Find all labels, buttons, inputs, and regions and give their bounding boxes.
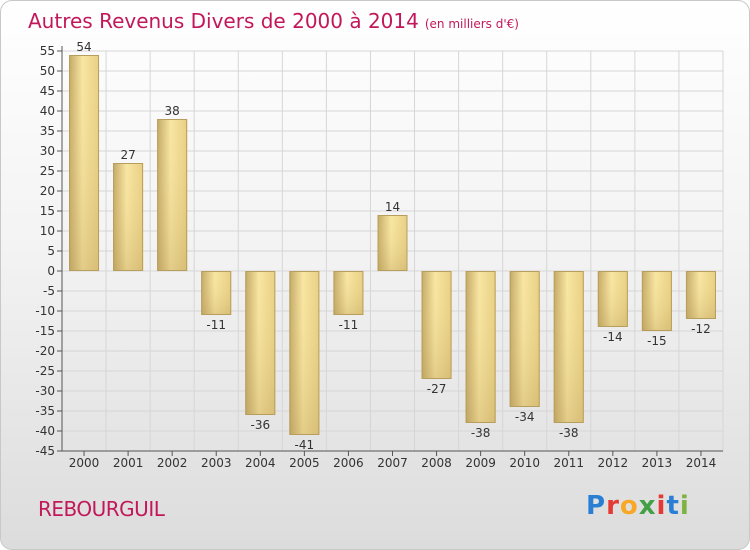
bar-outline <box>113 163 144 271</box>
logo-letter: P <box>586 491 607 521</box>
data-label: -27 <box>427 382 447 396</box>
bar-outline <box>69 55 100 271</box>
x-tick-label: 2007 <box>377 456 408 470</box>
data-label: -34 <box>515 410 535 424</box>
data-label: 54 <box>76 40 91 54</box>
bar-outline <box>421 271 452 379</box>
bar-shade <box>553 271 584 423</box>
y-tick-label: 0 <box>47 264 55 278</box>
bar-shade <box>333 271 364 315</box>
logo-letter: t <box>666 491 680 521</box>
data-label: 38 <box>165 104 180 118</box>
data-label: 27 <box>120 148 135 162</box>
chart-title: Autres Revenus Divers de 2000 à 2014 (en … <box>28 9 519 33</box>
data-label: -36 <box>250 418 270 432</box>
data-label: -11 <box>206 318 226 332</box>
bar-outline <box>597 271 628 327</box>
y-tick-label: 5 <box>47 244 55 258</box>
x-tick-label: 2002 <box>157 456 188 470</box>
y-tick-label: 20 <box>40 184 55 198</box>
y-tick-label: 55 <box>40 44 55 58</box>
bar-outline <box>553 271 584 423</box>
bar-shade <box>157 119 188 271</box>
logo-letter: i <box>656 491 667 521</box>
x-tick-label: 2010 <box>509 456 540 470</box>
y-tick-label: -45 <box>35 444 55 458</box>
y-tick-label: -40 <box>35 424 55 438</box>
chart-title-text: Autres Revenus Divers de 2000 à 2014 <box>28 9 419 33</box>
proxiti-logo[interactable]: Proxiti <box>586 491 690 521</box>
y-tick-label: -35 <box>35 404 55 418</box>
bar-outline <box>641 271 672 331</box>
data-label: -15 <box>647 334 667 348</box>
data-label: -12 <box>691 322 711 336</box>
x-tick-label: 2013 <box>642 456 673 470</box>
logo-letter: x <box>638 491 657 521</box>
y-tick-label: 50 <box>40 64 55 78</box>
data-label: -11 <box>339 318 359 332</box>
bar-outline <box>509 271 540 407</box>
bar-shade <box>69 55 100 271</box>
bar-shade <box>377 215 408 271</box>
x-tick-label: 2014 <box>686 456 717 470</box>
y-tick-label: 25 <box>40 164 55 178</box>
bar-outline <box>465 271 496 423</box>
y-tick-label: 15 <box>40 204 55 218</box>
data-label: -38 <box>471 426 491 440</box>
bar-shade <box>113 163 144 271</box>
data-label: -14 <box>603 330 623 344</box>
bar-shade <box>509 271 540 407</box>
bar-outline <box>377 215 408 271</box>
bar-outline <box>289 271 320 435</box>
data-labels: 54 27 38 -11 -36 -41 -11 14 -27 -38 -34 -38 -14 -15 -1… <box>76 40 710 452</box>
y-tick-label: 45 <box>40 84 55 98</box>
y-tick-label: 35 <box>40 124 55 138</box>
bar-shade <box>201 271 232 315</box>
y-tick-label: -20 <box>35 344 55 358</box>
y-tick-label: -15 <box>35 324 55 338</box>
commune-name: REBOURGUIL <box>38 497 165 521</box>
bar-shade <box>421 271 452 379</box>
logo-letter: o <box>619 491 639 521</box>
axes: 5550454035302520151050-5-10-15-20-25-30-… <box>35 44 723 470</box>
x-tick-label: 2004 <box>245 456 276 470</box>
x-tick-label: 2006 <box>333 456 364 470</box>
bar-outline <box>333 271 364 315</box>
bar-shade <box>465 271 496 423</box>
x-tick-label: 2008 <box>421 456 452 470</box>
bar-shade <box>641 271 672 331</box>
bar-outline <box>201 271 232 315</box>
logo-letter: r <box>606 491 620 521</box>
bar-shade <box>245 271 276 415</box>
y-tick-label: 40 <box>40 104 55 118</box>
y-tick-label: -10 <box>35 304 55 318</box>
x-tick-label: 2003 <box>201 456 232 470</box>
y-tick-label: -30 <box>35 384 55 398</box>
x-tick-label: 2001 <box>113 456 144 470</box>
bar-shade <box>597 271 628 327</box>
bar-outline <box>685 271 716 319</box>
bar-shade <box>289 271 320 435</box>
bar-outline <box>245 271 276 415</box>
bar-outline <box>157 119 188 271</box>
y-tick-label: -25 <box>35 364 55 378</box>
x-tick-label: 2005 <box>289 456 320 470</box>
logo-letter: i <box>679 491 690 521</box>
y-tick-label: 10 <box>40 224 55 238</box>
data-label: -38 <box>559 426 579 440</box>
data-label: -41 <box>295 438 315 452</box>
data-label: 14 <box>385 200 400 214</box>
y-tick-label: 30 <box>40 144 55 158</box>
x-tick-label: 2000 <box>69 456 100 470</box>
x-tick-label: 2009 <box>465 456 496 470</box>
bars <box>69 55 716 435</box>
bar-shade <box>685 271 716 319</box>
y-tick-label: -5 <box>43 284 55 298</box>
chart-unit: (en milliers d'€) <box>424 17 519 31</box>
x-tick-label: 2012 <box>598 456 629 470</box>
x-tick-label: 2011 <box>553 456 584 470</box>
